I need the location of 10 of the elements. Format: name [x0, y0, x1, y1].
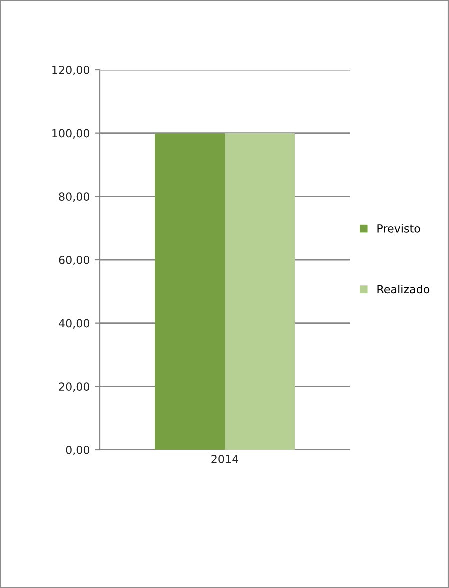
y-tick-label: 20,00: [59, 382, 90, 392]
y-tick-label: 100,00: [52, 129, 90, 139]
x-tick-label: 2014: [212, 455, 239, 464]
y-tick-label: 120,00: [52, 66, 90, 76]
y-tick-label: 0,00: [66, 446, 90, 456]
y-tick-label: 60,00: [59, 256, 90, 266]
legend-label: Realizado: [378, 285, 430, 294]
y-tick-label: 40,00: [59, 319, 90, 329]
legend-label: Previsto: [378, 224, 420, 233]
y-tick-label: 80,00: [59, 192, 90, 202]
